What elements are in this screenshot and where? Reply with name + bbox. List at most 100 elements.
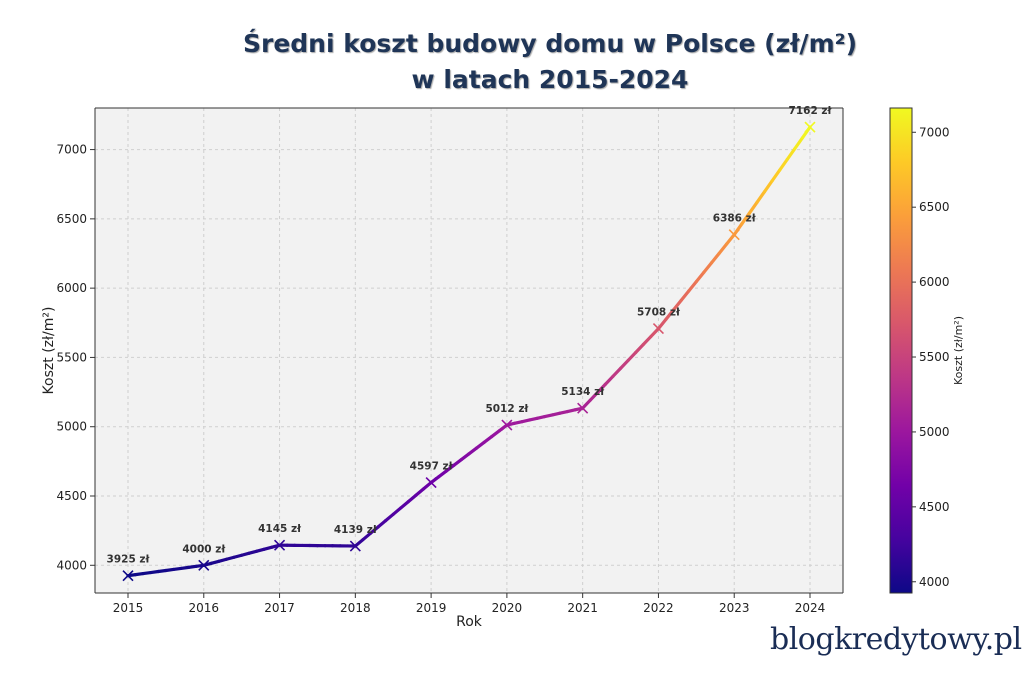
colorbar-label: Koszt (zł/m²) (952, 316, 965, 385)
brand-logo-text: blogkredytowy.pl (770, 622, 1022, 657)
x-tick-label: 2023 (719, 601, 750, 615)
x-tick-label: 2015 (113, 601, 144, 615)
plot-area (95, 108, 843, 593)
line-segment (770, 168, 782, 183)
line-segment (694, 270, 706, 284)
line-segment (596, 382, 608, 394)
line-segment (664, 308, 676, 321)
x-tick-label: 2022 (643, 601, 674, 615)
marker-stroke (804, 121, 816, 133)
marker-stroke (273, 539, 286, 551)
line-segment (778, 157, 789, 172)
x-axis-label: Rok (456, 614, 483, 630)
data-point-marker (728, 229, 740, 241)
x-tick-label: 2016 (189, 601, 220, 615)
data-label: 3925 zł (107, 554, 151, 566)
data-label: 7162 zł (789, 105, 833, 117)
line-segment (399, 499, 410, 510)
line-segment (634, 342, 645, 355)
colorbar-tick-label: 4500 (919, 500, 950, 514)
marker-stroke (349, 540, 361, 552)
grid (95, 108, 843, 593)
line-segment (740, 211, 751, 226)
y-tick-label: 6500 (56, 212, 87, 226)
colorbar-tick-label: 5000 (919, 425, 950, 439)
line-segment (361, 531, 373, 542)
colorbar-tick-label: 5500 (919, 350, 950, 364)
marker-stroke (425, 476, 437, 489)
line-segment (414, 487, 426, 497)
data-label: 5012 zł (485, 403, 529, 415)
data-point-marker (652, 323, 665, 335)
x-tick-label: 2018 (340, 601, 371, 615)
data-point-marker (804, 121, 816, 133)
colorbar: 4000 4500 5000 5500 6000 6500 7000 Koszt (zł/m²… (889, 107, 965, 594)
colorbar-tick-label: 4000 (919, 575, 950, 589)
data-point-marker (577, 402, 589, 414)
y-tick-label: 5000 (56, 420, 87, 434)
data-label: 4145 zł (258, 523, 302, 535)
axes: 4000 4500 5000 5500 6000 6500 7000 2015 2016 2017… (41, 107, 844, 630)
line-segment (611, 366, 623, 378)
marker-stroke (198, 559, 210, 571)
colorbar-tick-label: 7000 (919, 125, 950, 139)
x-tick-label: 2017 (264, 601, 295, 615)
marker-stroke (577, 402, 589, 414)
line-segment (747, 200, 759, 215)
line-segment (376, 519, 388, 529)
data-point-marker (122, 570, 134, 582)
line-segment (384, 512, 395, 523)
y-tick-label: 7000 (56, 143, 87, 157)
x-tick-label: 2024 (795, 601, 826, 615)
line-segment (618, 358, 630, 370)
data-label: 5134 zł (561, 386, 605, 398)
data-series (122, 121, 816, 582)
data-label: 4139 zł (334, 524, 378, 536)
data-label: 4000 zł (182, 543, 226, 555)
data-point-marker (198, 559, 210, 571)
line-segment (785, 147, 797, 161)
line-segment (717, 242, 729, 256)
line-segment (368, 525, 380, 535)
line-segment (755, 190, 767, 204)
line-segment (391, 506, 403, 516)
data-label: 6386 zł (713, 213, 757, 225)
x-tick-label: 2019 (416, 601, 447, 615)
line-segment (702, 261, 714, 274)
marker-stroke (652, 323, 665, 335)
line-segment (588, 390, 600, 402)
line-segment (709, 251, 721, 265)
data-point-marker (349, 540, 361, 552)
y-tick-label: 6000 (56, 281, 87, 295)
data-point-marker (273, 539, 286, 551)
line-segment (687, 280, 698, 293)
line-segment (793, 136, 805, 151)
line-segment (762, 179, 774, 194)
data-labels: 3925 zł 4000 zł 4145 zł 4139 zł 4597 zł 5012 … (107, 105, 833, 566)
line-segment (626, 350, 638, 363)
x-tick-label: 2021 (567, 601, 598, 615)
chart-title-line2: w latach 2015-2024 (411, 65, 689, 94)
data-point-marker (501, 419, 513, 431)
chart-title-line1: Średni koszt budowy domu w Polsce (zł/m²… (243, 29, 857, 58)
line-segment (406, 493, 418, 504)
marker-stroke (501, 419, 513, 431)
line-segment (603, 374, 615, 386)
marker-stroke (728, 229, 740, 241)
line-segment (671, 298, 683, 312)
colorbar-tick-label: 6000 (919, 275, 950, 289)
y-axis-label: Koszt (zł/m²) (41, 307, 57, 395)
colorbar-gradient (889, 107, 913, 594)
colorbar-tick-label: 6500 (919, 200, 950, 214)
y-tick-label: 4000 (56, 558, 87, 572)
line-segment (679, 289, 691, 303)
y-tick-label: 4500 (56, 489, 87, 503)
y-tick-label: 5500 (56, 350, 87, 364)
marker-stroke (122, 570, 134, 582)
data-label: 5708 zł (637, 307, 681, 319)
data-label: 4597 zł (410, 461, 454, 473)
data-point-marker (425, 476, 437, 489)
line-segment (641, 334, 653, 347)
x-tick-label: 2020 (492, 601, 523, 615)
